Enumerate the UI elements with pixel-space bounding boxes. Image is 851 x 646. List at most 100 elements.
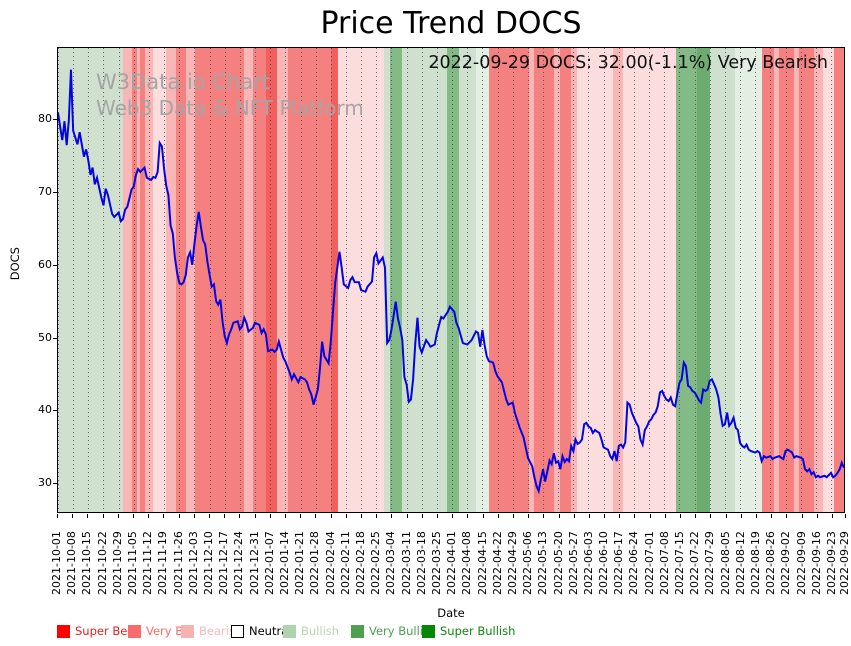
x-tick-mark (845, 514, 846, 518)
x-tick-label: 2022-06-03 (581, 531, 595, 595)
legend-swatch-icon (57, 624, 70, 638)
chart-title: Price Trend DOCS (320, 6, 582, 41)
gridline (527, 48, 529, 512)
x-tick-label: 2022-07-01 (642, 531, 656, 595)
gridline (573, 48, 575, 512)
gridline (406, 48, 408, 512)
legend-label: Super Bullish (440, 624, 516, 638)
x-tick-mark (117, 514, 119, 518)
sentiment-band-bearish (613, 48, 624, 512)
y-tick-mark (53, 483, 57, 485)
legend-swatch-icon (422, 624, 435, 638)
gridline (618, 48, 620, 512)
x-tick-label: 2022-06-10 (597, 531, 610, 595)
x-tick-label: 2021-12-24 (232, 531, 246, 595)
x-tick-mark (528, 514, 530, 518)
legend-item-bullish: Bullish (283, 621, 340, 641)
x-tick-label: 2022-07-15 (673, 531, 686, 595)
x-tick-mark (756, 514, 757, 518)
x-tick-label: 2022-03-04 (384, 531, 398, 595)
sentiment-band-very_bullish (390, 48, 403, 512)
x-tick-label: 2022-04-08 (460, 531, 474, 595)
gridline (724, 48, 726, 512)
x-tick-mark (360, 514, 362, 518)
y-tick-label: 80 (38, 112, 52, 126)
x-tick-label: 2022-06-17 (612, 531, 626, 595)
x-tick-mark (649, 514, 651, 518)
gridline (88, 48, 90, 512)
legend-item-super-bullish: Super Bullish (422, 621, 516, 641)
x-tick-label: 2022-07-29 (703, 531, 717, 595)
gridline (709, 48, 711, 512)
gridline (755, 48, 757, 512)
x-tick-label: 2021-10-15 (80, 531, 94, 595)
gridline (224, 48, 226, 512)
x-tick-mark (771, 514, 773, 518)
sentiment-band-very_bearish (834, 48, 844, 512)
x-tick-label: 2022-06-24 (627, 531, 641, 595)
x-tick-mark (710, 514, 712, 518)
x-tick-mark (239, 514, 241, 518)
price-line (58, 69, 844, 495)
sentiment-band-very_bearish (252, 48, 266, 512)
x-tick-label: 2022-09-29 (838, 531, 851, 595)
x-tick-label: 2022-09-02 (779, 531, 793, 595)
x-tick-label: 2022-03-11 (399, 531, 413, 595)
gridline (436, 48, 438, 512)
x-tick-mark (740, 514, 742, 518)
y-tick-mark (53, 337, 57, 339)
gridline (148, 48, 150, 512)
legend-swatch-icon (351, 624, 364, 638)
sentiment-band-very_bearish (140, 48, 145, 512)
x-tick-label: 2022-07-22 (688, 531, 702, 595)
sentiment-band-bearish (773, 48, 780, 512)
x-tick-mark (482, 514, 484, 518)
x-tick-label: 2022-08-19 (749, 531, 762, 595)
x-tick-label: 2022-07-08 (657, 531, 671, 595)
watermark: W3Data.io Chart Web3 Data & NFT Platform (96, 70, 364, 120)
x-tick-mark (558, 514, 560, 518)
sentiment-band-bearish (528, 48, 535, 512)
x-tick-label: 2021-10-22 (95, 531, 109, 595)
x-tick-label: 2022-08-12 (733, 531, 747, 595)
sentiment-band-bearish (137, 48, 141, 512)
x-tick-mark (193, 514, 195, 518)
gridline (664, 48, 666, 512)
gridline (345, 48, 347, 512)
gridline (815, 48, 817, 512)
x-axis-label: Date (437, 606, 465, 620)
sentiment-band-bearish (276, 48, 288, 512)
gridline (315, 48, 317, 512)
gridline (770, 48, 772, 512)
gridline (800, 48, 802, 512)
gridline (558, 48, 560, 512)
x-tick-mark (300, 514, 302, 518)
sentiment-band-bullish (383, 48, 391, 512)
sentiment-band-bearish (185, 48, 196, 512)
x-tick-label: 2022-04-22 (490, 531, 504, 595)
x-tick-label: 2021-12-10 (202, 531, 215, 595)
x-tick-label: 2022-02-18 (353, 531, 367, 595)
x-tick-mark (801, 514, 803, 518)
gridline (679, 48, 681, 512)
legend-swatch-icon (231, 624, 244, 638)
gridline (300, 48, 302, 512)
gridline (421, 48, 423, 512)
legend-swatch-icon (283, 624, 296, 638)
sentiment-band-very_bearish (195, 48, 245, 512)
x-tick-label: 2022-04-29 (505, 531, 519, 595)
sentiment-band-bullish_light (475, 48, 489, 512)
x-tick-label: 2022-05-20 (551, 531, 565, 595)
gridline (391, 48, 393, 512)
sentiment-band-very_bullish_dark (696, 48, 710, 512)
y-tick-label: 60 (38, 257, 52, 271)
x-tick-mark (391, 514, 393, 518)
gridline (603, 48, 605, 512)
x-tick-mark (178, 514, 180, 518)
x-tick-mark (421, 514, 423, 518)
y-tick-mark (53, 264, 57, 266)
sentiment-band-very_bullish (676, 48, 697, 512)
x-tick-label: 2021-11-19 (156, 531, 170, 595)
x-tick-label: 2022-09-16 (809, 531, 823, 595)
x-tick-mark (345, 514, 347, 518)
